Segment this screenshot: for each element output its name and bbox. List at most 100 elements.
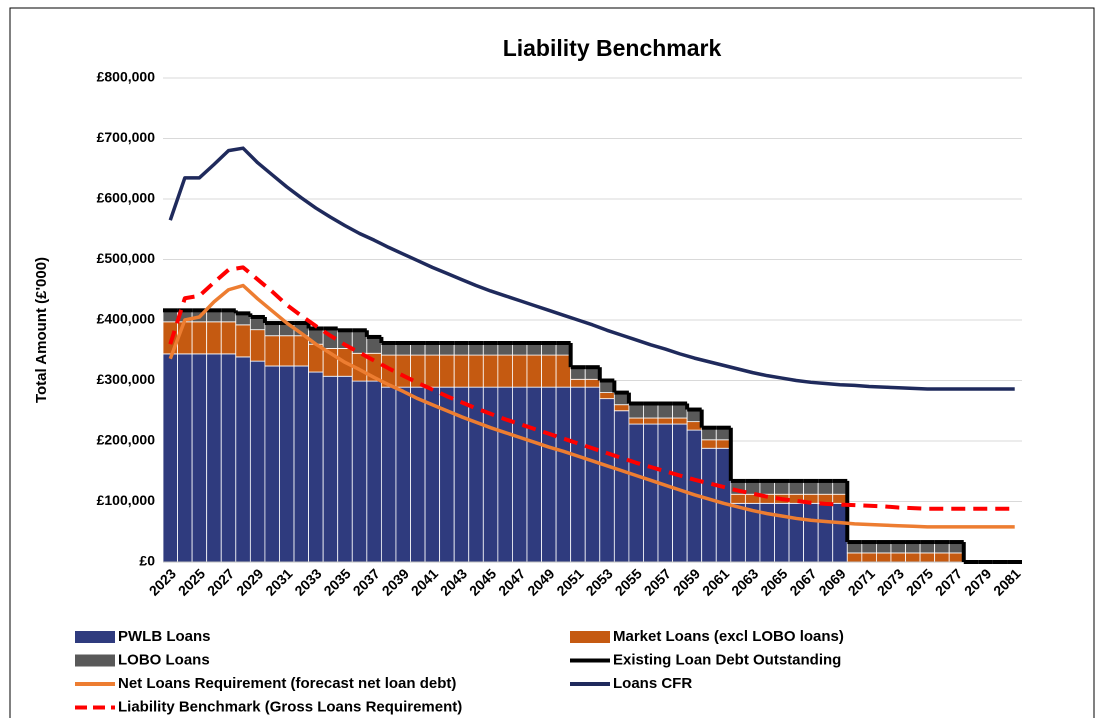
legend-swatch — [570, 631, 610, 643]
x-tick-label: 2065 — [757, 565, 790, 598]
bar-segment — [439, 354, 455, 388]
bar-segment — [876, 552, 892, 563]
legend-label: Net Loans Requirement (forecast net loan… — [118, 675, 456, 692]
bar-segment — [395, 386, 411, 563]
x-tick-label: 2039 — [379, 565, 412, 598]
legend-label: Loans CFR — [613, 675, 692, 692]
bar-segment — [905, 552, 921, 563]
bar-segment — [424, 386, 441, 563]
bar-segment — [570, 378, 586, 388]
bar-segment — [410, 386, 426, 563]
x-tick-label: 2075 — [903, 565, 936, 598]
y-tick-label: £200,000 — [97, 432, 156, 448]
bar-segment — [395, 354, 411, 388]
legend-swatch — [75, 654, 115, 667]
x-tick-label: 2081 — [990, 565, 1023, 598]
legend-swatch — [75, 631, 115, 643]
bar-segment — [817, 502, 834, 563]
y-tick-label: £500,000 — [97, 250, 156, 266]
bar-segment — [264, 365, 280, 563]
x-tick-label: 2035 — [320, 565, 353, 598]
bar-segment — [599, 392, 615, 400]
bar-segment — [497, 354, 513, 388]
bar-segment — [541, 386, 557, 563]
bar-segment — [803, 502, 819, 563]
bar-segment — [730, 493, 746, 504]
y-tick-label: £600,000 — [97, 190, 156, 206]
bar-segment — [584, 386, 601, 563]
bar-segment — [919, 552, 936, 563]
bar-segment — [832, 502, 848, 563]
x-tick-label: 2047 — [495, 565, 528, 598]
bar-segment — [613, 410, 630, 563]
bar-segment — [468, 386, 484, 563]
bar-segment — [206, 321, 222, 355]
legend-label: Liability Benchmark (Gross Loans Require… — [118, 698, 462, 715]
x-tick-label: 2037 — [350, 565, 383, 598]
bar-segment — [701, 447, 717, 563]
x-tick-label: 2067 — [786, 565, 819, 598]
bar-segment — [526, 354, 542, 388]
y-tick-label: £400,000 — [97, 311, 156, 327]
legend-label: Market Loans (excl LOBO loans) — [613, 628, 844, 645]
x-tick-label: 2041 — [408, 565, 441, 598]
y-tick-label: £700,000 — [97, 129, 156, 145]
y-tick-label: £800,000 — [97, 69, 156, 85]
x-tick-label: 2027 — [204, 565, 237, 598]
legend-label: Existing Loan Debt Outstanding — [613, 651, 841, 668]
bar-segment — [468, 354, 484, 388]
x-tick-label: 2063 — [728, 565, 761, 598]
bar-segment — [686, 421, 703, 431]
bar-segment — [235, 356, 251, 563]
bar-segment — [628, 403, 644, 419]
x-tick-label: 2049 — [524, 565, 557, 598]
bar-segment — [512, 354, 528, 388]
bar-segment — [177, 353, 193, 563]
bar-segment — [657, 403, 673, 419]
chart-title: Liability Benchmark — [503, 35, 722, 61]
bar-segment — [308, 371, 324, 563]
legend-label: LOBO Loans — [118, 651, 210, 668]
bar-segment — [191, 321, 208, 355]
bar-segment — [366, 336, 382, 354]
x-tick-label: 2059 — [670, 565, 703, 598]
bar-segment — [555, 386, 572, 563]
y-tick-label: £0 — [139, 553, 155, 569]
chart-frame — [9, 7, 1095, 718]
bar-segment — [570, 386, 586, 563]
bar-segment — [628, 417, 644, 425]
bar-segment — [206, 353, 222, 563]
bar-segment — [672, 417, 688, 425]
x-tick-label: 2079 — [961, 565, 994, 598]
bar-segment — [366, 380, 382, 563]
bar-segment — [337, 375, 353, 563]
bar-segment — [715, 439, 732, 449]
bar-segment — [497, 386, 513, 563]
x-tick-label: 2057 — [641, 565, 674, 598]
x-tick-label: 2053 — [582, 565, 615, 598]
bar-segment — [541, 354, 557, 388]
bar-segment — [293, 335, 309, 367]
bar-segment — [482, 354, 499, 388]
bar-segment — [351, 380, 368, 563]
bar-segment — [832, 493, 848, 504]
x-tick-label: 2033 — [291, 565, 324, 598]
x-tick-label: 2031 — [262, 565, 295, 598]
bar-segment — [657, 417, 673, 425]
bar-segment — [249, 360, 266, 563]
x-tick-label: 2025 — [175, 565, 208, 598]
x-tick-label: 2061 — [699, 565, 732, 598]
x-tick-label: 2023 — [146, 565, 179, 598]
bar-segment — [643, 417, 659, 425]
bar-segment — [846, 552, 863, 563]
series-line — [168, 283, 1015, 529]
bar-segment — [613, 404, 630, 412]
bar-segment — [424, 354, 441, 388]
bar-segment — [701, 439, 717, 449]
bar-segment — [934, 552, 950, 563]
x-tick-label: 2051 — [553, 565, 586, 598]
y-tick-label: £300,000 — [97, 371, 156, 387]
bar-segment — [322, 375, 339, 563]
bar-segment — [774, 502, 790, 563]
